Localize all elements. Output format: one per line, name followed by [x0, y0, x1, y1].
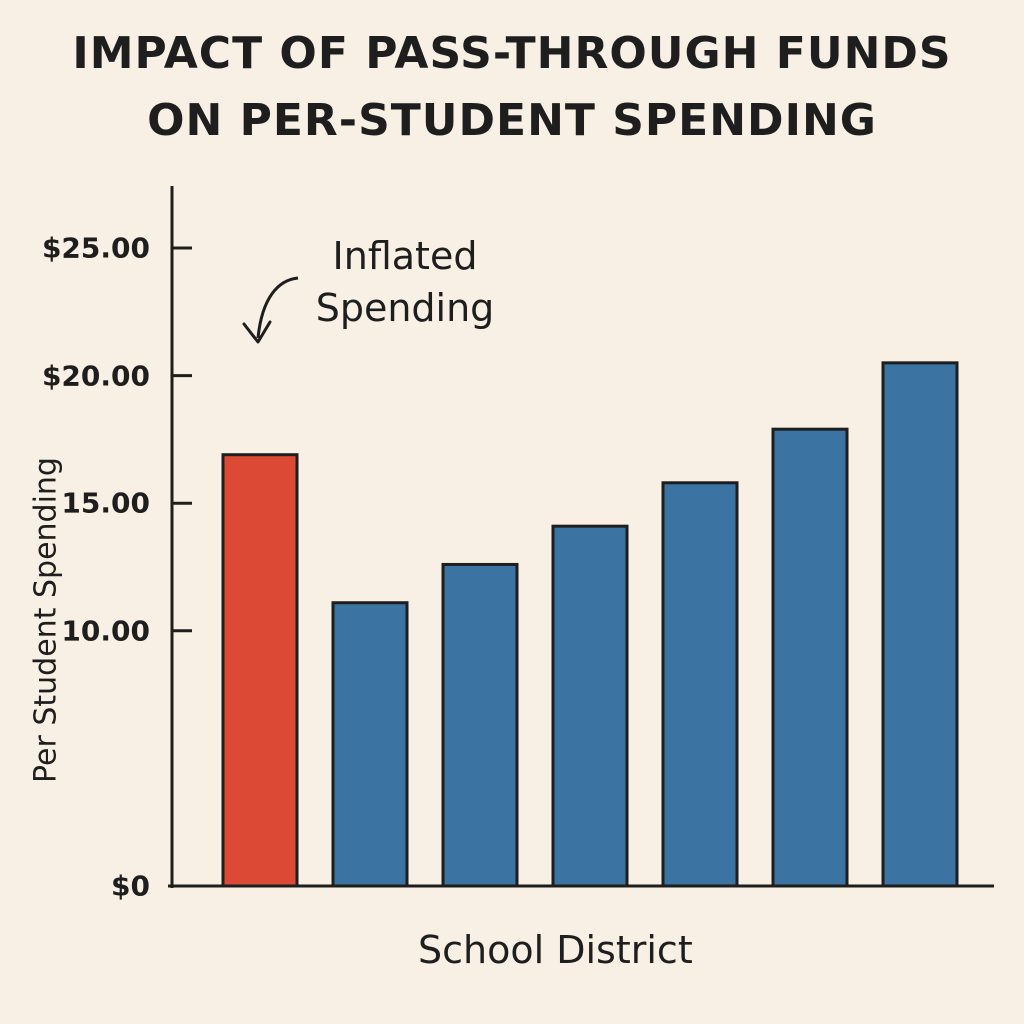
- bar: [881, 361, 959, 888]
- y-tick-label: 15.00: [61, 486, 150, 520]
- y-tick-label: 10.00: [61, 614, 150, 648]
- bar: [771, 427, 849, 888]
- annotation-arrow: [242, 276, 299, 344]
- annotation-line-2: Spending: [315, 286, 495, 330]
- annotation-arrow-curve: [256, 276, 299, 339]
- bar-highlighted: [221, 453, 299, 888]
- y-axis-label: Per Student Spending: [28, 457, 64, 783]
- y-tick-label: $25.00: [41, 231, 150, 265]
- x-axis-label: School District: [418, 928, 693, 972]
- y-tick-marks: [172, 246, 192, 633]
- y-tick-label: $0: [111, 869, 150, 903]
- bar: [331, 601, 409, 888]
- annotation-line-1: Inflated: [332, 234, 478, 278]
- bar: [551, 524, 629, 888]
- bar: [441, 562, 519, 888]
- bar: [661, 481, 739, 888]
- bars-group: [221, 361, 959, 888]
- annotation-label: Inflated Spending: [310, 230, 500, 334]
- annotation-arrow-head: [242, 320, 272, 344]
- y-tick-label: $20.00: [41, 359, 150, 393]
- chart-title-line-1: IMPACT OF PASS-THROUGH FUNDS: [72, 28, 952, 79]
- chart-title-line-2: ON PER-STUDENT SPENDING: [147, 95, 877, 146]
